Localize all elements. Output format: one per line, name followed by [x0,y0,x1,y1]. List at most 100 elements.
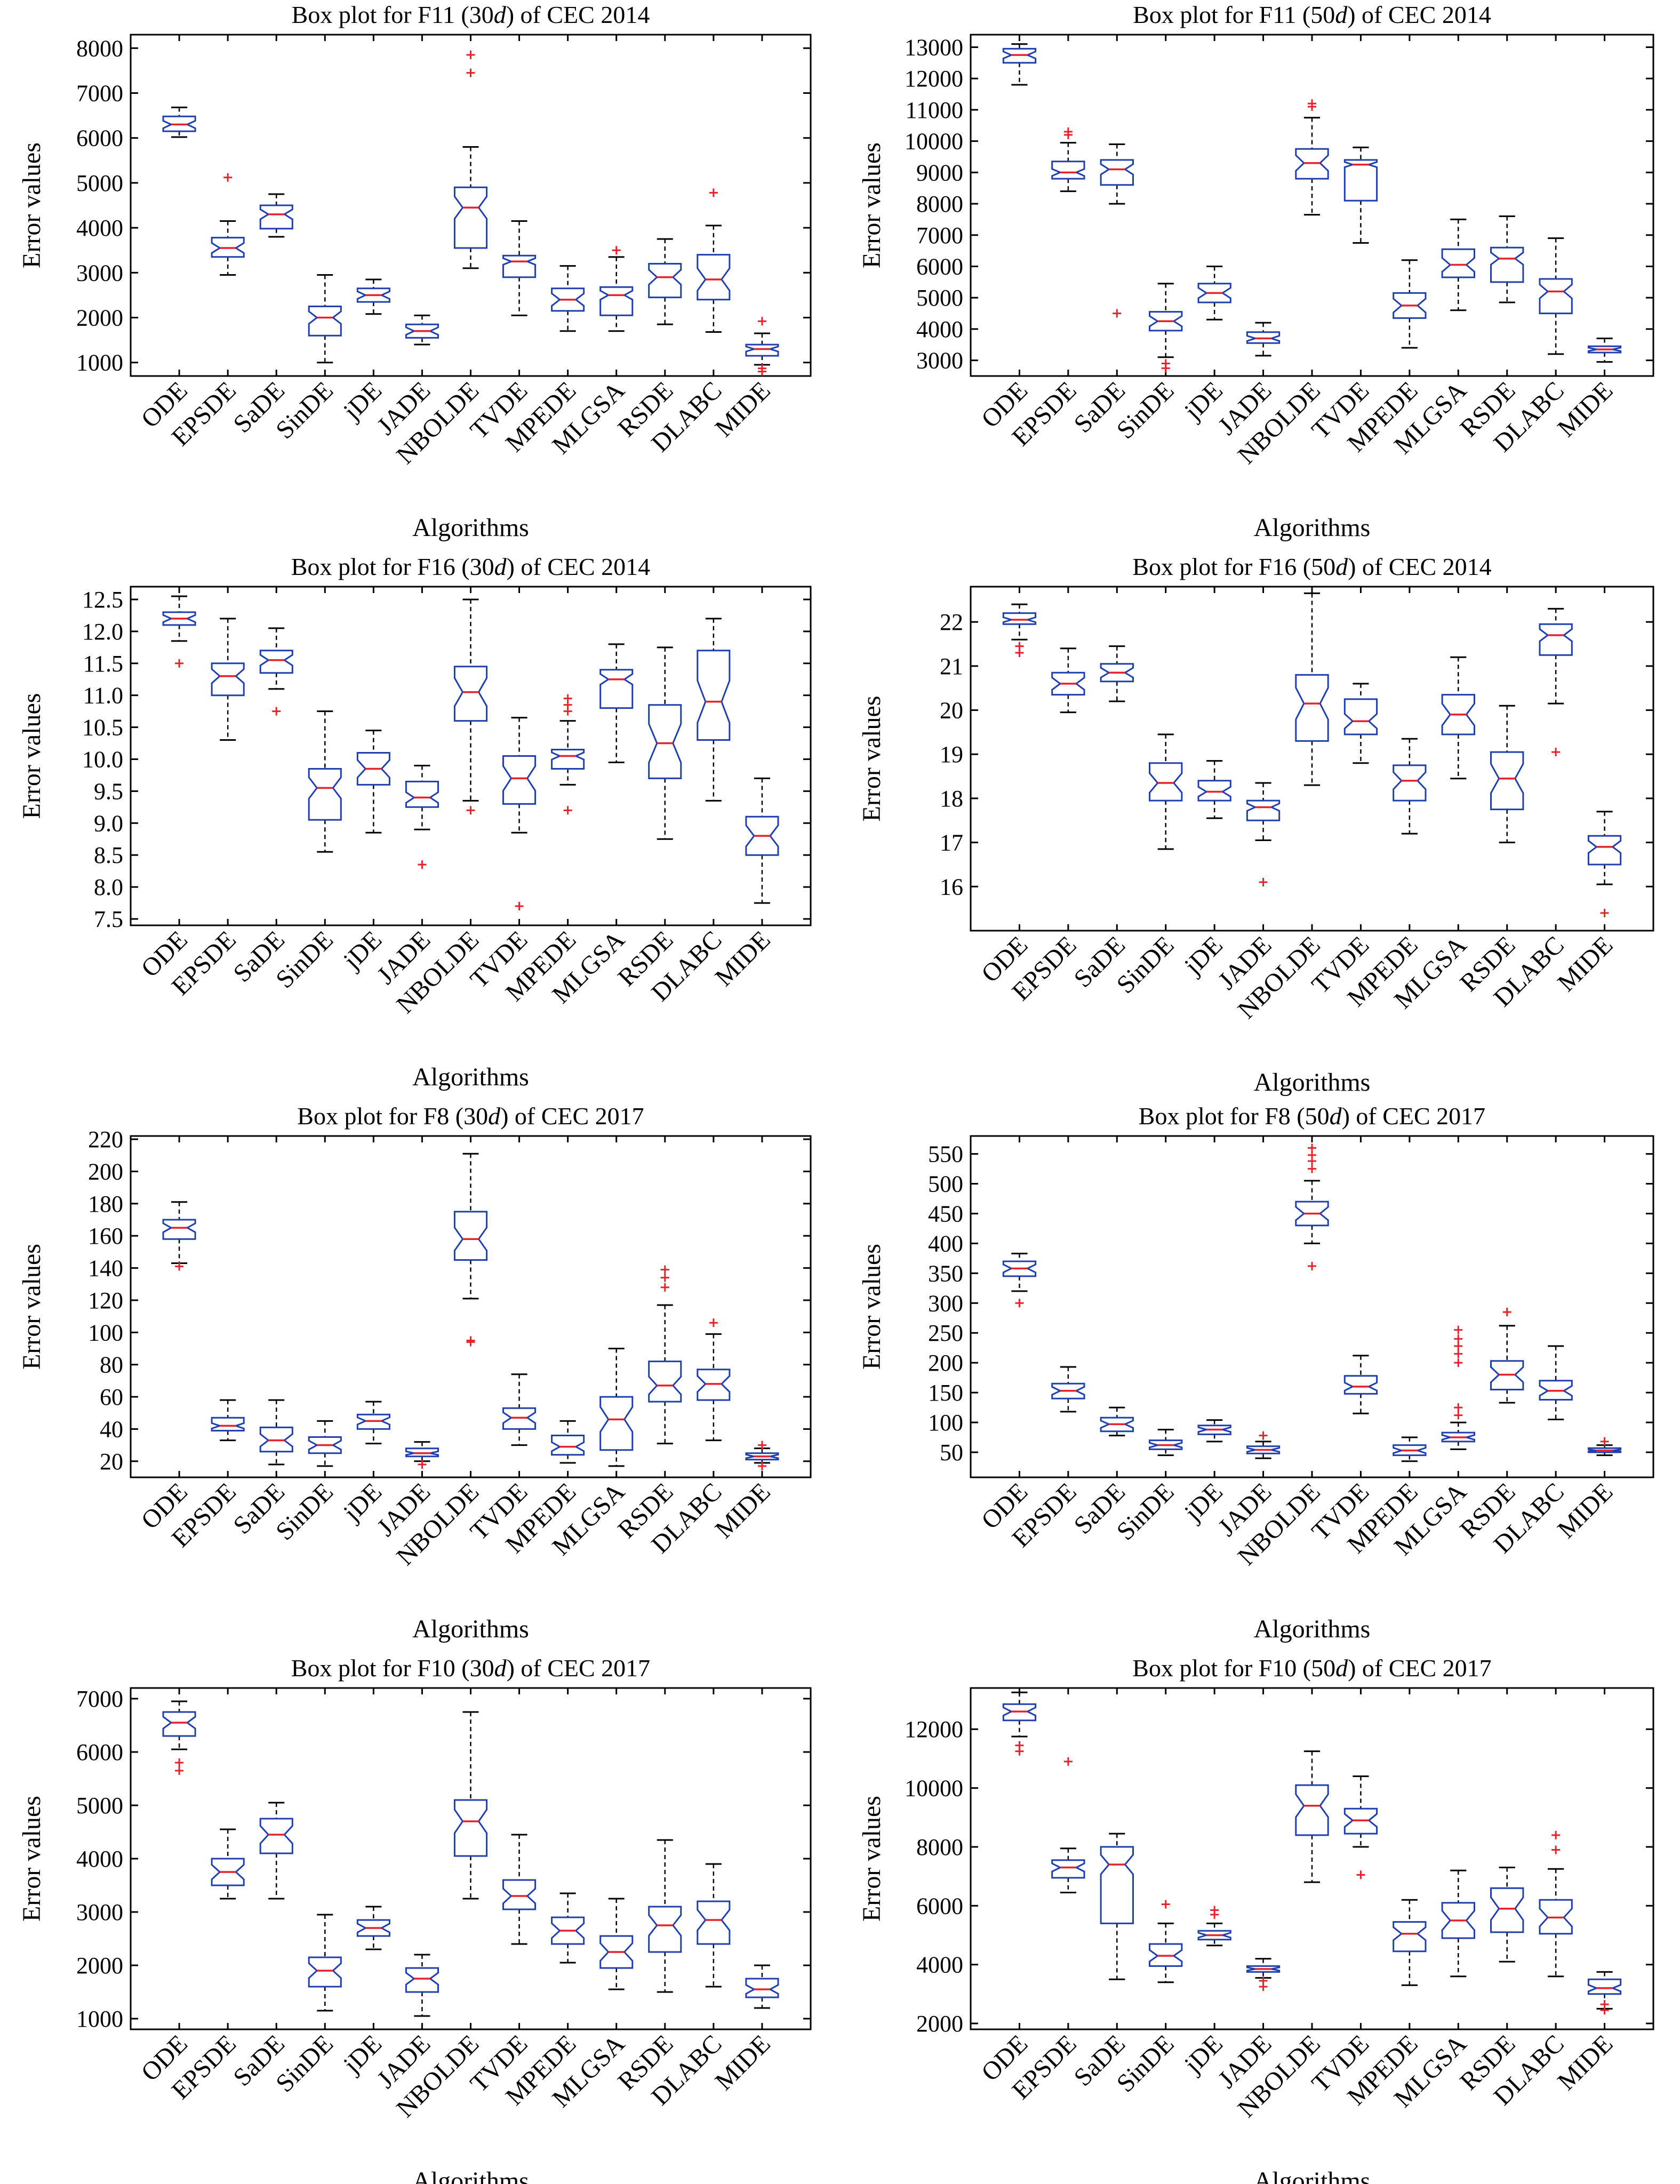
outlier-marker [1502,1308,1511,1317]
box-body [551,749,585,770]
box-body [1149,1439,1183,1450]
box-mpede [1393,1436,1427,1462]
y-tick-label: 6000 [76,1739,123,1765]
box-body [1100,159,1134,186]
chart-panel-4: Box plot for F16 (50d) of CEC 2014 16 17 18… [858,553,1654,1097]
box-jade [405,1954,439,2017]
box-body [745,343,779,357]
y-tick-label: 200 [88,1158,123,1185]
box-body [1490,751,1524,811]
box-body [1051,1859,1085,1879]
outlier-marker [612,246,621,255]
box-dlabc [697,1318,731,1442]
box-body [1295,674,1329,742]
box-epsde [211,1399,245,1442]
x-axis-label: Algorithms [412,514,529,542]
box-body [259,204,293,230]
box-body [1343,1807,1378,1835]
box-mpede [551,265,585,332]
box-ode [1002,603,1037,658]
box-sade [259,1802,293,1900]
y-tick-label: 250 [928,1320,963,1346]
box-mide [1587,811,1622,917]
box-body [453,666,488,722]
outlier-marker [1551,748,1561,757]
box-body [1149,1943,1183,1967]
y-tick-label: 21 [940,653,963,679]
y-tick-label: 8.0 [94,874,123,900]
y-tick-label: 22 [940,609,963,635]
outlier-marker [1113,309,1122,318]
y-tick-label: 500 [928,1171,963,1197]
box-body [1393,292,1427,319]
y-tick-label: 180 [88,1191,123,1217]
x-axis-label: Algorithms [1254,2167,1371,2184]
box-epsde [1051,1757,1085,1893]
y-tick-label: 6000 [916,253,963,279]
outlier-marker [660,1265,669,1274]
box-jde [356,730,390,834]
box-jade [1246,1958,1281,1991]
chart-title: Box plot for F16 (50d) of CEC 2014 [1132,553,1491,580]
y-tick-label: 4000 [916,1952,963,1978]
box-body [599,1396,634,1451]
chart-title: Box plot for F10 (30d) of CEC 2017 [291,1654,650,1682]
outlier-marker [709,188,718,197]
box-body [599,669,634,709]
box-epsde [1051,127,1085,193]
outlier-marker [466,50,475,59]
y-tick-label: 7.5 [94,906,123,932]
outlier-marker [1259,1431,1268,1440]
box-body [745,1452,779,1461]
box-body [1002,47,1037,64]
chart-panel-7: Box plot for F10 (30d) of CEC 2017 1000 20… [18,1654,812,2184]
box-body [453,1211,488,1261]
outlier-marker [418,1460,427,1469]
box-dlabc [1539,237,1573,355]
y-tick-label: 550 [928,1141,963,1167]
box-body [599,1935,634,1969]
box-body [697,1900,731,1945]
outlier-marker [660,1283,669,1292]
box-body [211,662,245,697]
y-tick-label: 9.0 [94,810,123,836]
box-sade [1100,143,1134,318]
box-body [599,286,634,316]
box-body [308,306,342,337]
box-sinde [308,1420,342,1467]
outlier-marker [466,68,475,77]
box-rsde [1490,1308,1524,1404]
outlier-marker [1259,878,1268,887]
outlier-marker [1161,1900,1170,1909]
box-body [1490,1360,1524,1390]
box-body [1002,612,1037,625]
y-tick-label: 3000 [76,1899,123,1925]
box-mide [745,317,779,376]
box-ode [1002,43,1037,86]
box-body [1197,283,1231,303]
box-body [1490,246,1524,283]
box-ode [162,1201,196,1271]
box-body [356,287,390,303]
y-tick-label: 6000 [76,125,123,151]
box-ode [1002,1691,1037,1756]
box-body [1587,1447,1622,1453]
outlier-marker [1308,1261,1316,1270]
box-sinde [308,1914,342,2012]
box-epsde [211,618,245,741]
outlier-marker [660,1273,669,1282]
box-nbolde [453,50,488,269]
y-tick-label: 7000 [916,222,963,249]
chart-title: Box plot for F8 (50d) of CEC 2017 [1139,1102,1485,1130]
y-tick-label: 40 [100,1416,123,1442]
box-dlabc [1539,1830,1573,1978]
x-axis-label: Algorithms [412,2167,529,2184]
category-label: SinDE [1111,1477,1179,1546]
box-body [745,1978,779,1998]
box-body [1441,1902,1475,1939]
y-tick-label: 18 [940,786,963,812]
y-tick-label: 9.5 [94,778,123,804]
outlier-marker [515,902,524,911]
box-body [502,1407,537,1430]
